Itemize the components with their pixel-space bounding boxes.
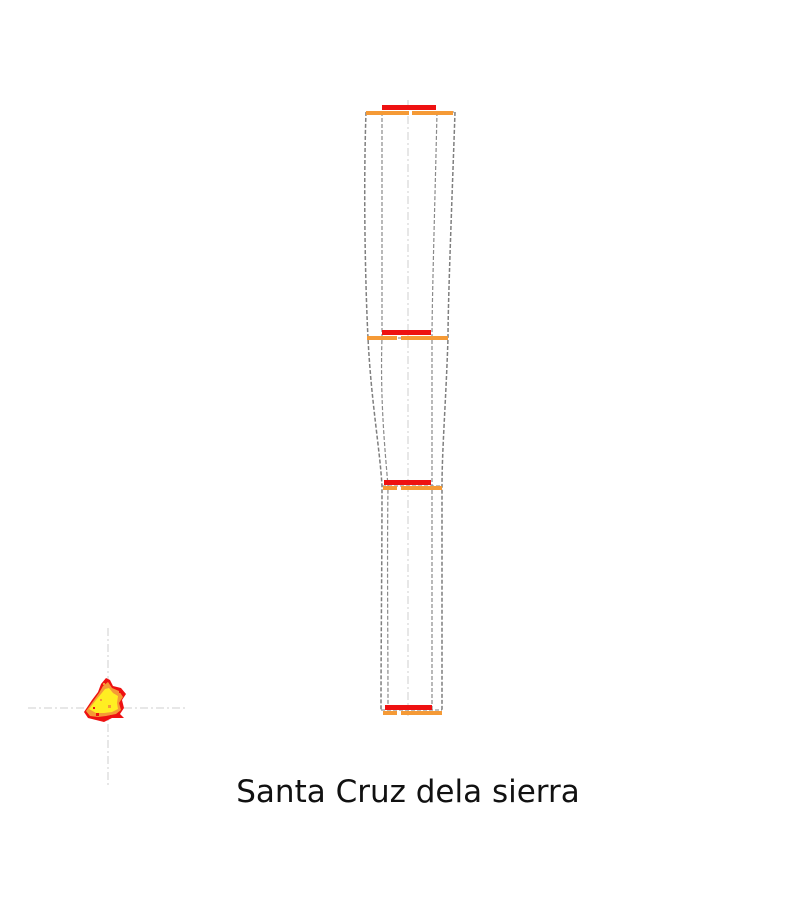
level-2-orange-bar-left <box>367 336 397 340</box>
level-4-orange-bar-right <box>401 711 442 715</box>
level-3-red-bar <box>384 480 431 485</box>
inner-profile-left <box>380 112 389 711</box>
level-4-orange-bar-left <box>383 711 397 715</box>
outer-profile-left <box>363 111 383 711</box>
point-cloud-marker <box>84 678 126 722</box>
inner-profile-right <box>431 111 438 710</box>
level-2-red-bar <box>382 330 431 335</box>
level-2-orange-bar-right <box>401 336 448 340</box>
diagram-caption: Santa Cruz dela sierra <box>236 774 580 810</box>
level-3-orange-bar-left <box>383 486 397 490</box>
level-1-orange-gap <box>409 110 412 116</box>
outer-profile-right <box>441 111 456 710</box>
level-1-red-bar <box>382 105 436 110</box>
level-4-red-bar <box>385 705 432 710</box>
level-3-orange-bar-right <box>401 486 442 490</box>
